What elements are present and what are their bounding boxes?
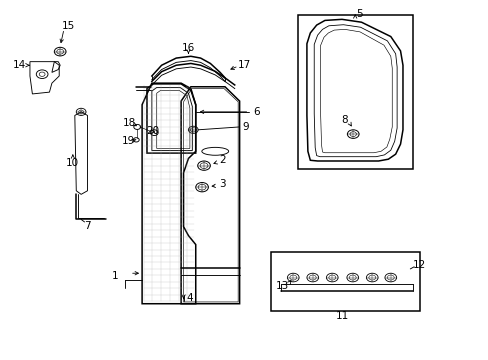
Text: 1: 1 bbox=[112, 271, 119, 281]
Text: 11: 11 bbox=[335, 311, 348, 320]
Text: 14: 14 bbox=[13, 60, 26, 70]
Text: 15: 15 bbox=[61, 21, 75, 31]
Text: 12: 12 bbox=[411, 260, 425, 270]
Text: 3: 3 bbox=[218, 179, 225, 189]
Bar bbox=[298, 15, 412, 169]
Text: 8: 8 bbox=[341, 115, 347, 125]
Text: 2: 2 bbox=[219, 155, 226, 165]
Text: 17: 17 bbox=[237, 59, 251, 69]
Bar bbox=[271, 252, 419, 311]
Text: 6: 6 bbox=[252, 107, 259, 117]
Text: 10: 10 bbox=[66, 158, 79, 168]
Text: 13: 13 bbox=[275, 281, 288, 291]
Text: 16: 16 bbox=[182, 43, 195, 53]
Text: 18: 18 bbox=[123, 118, 136, 128]
Text: 7: 7 bbox=[84, 221, 91, 231]
Text: 19: 19 bbox=[122, 136, 135, 145]
Text: 5: 5 bbox=[355, 9, 362, 19]
Text: 20: 20 bbox=[146, 126, 159, 135]
Text: 9: 9 bbox=[242, 122, 248, 132]
Text: 4: 4 bbox=[186, 293, 193, 303]
